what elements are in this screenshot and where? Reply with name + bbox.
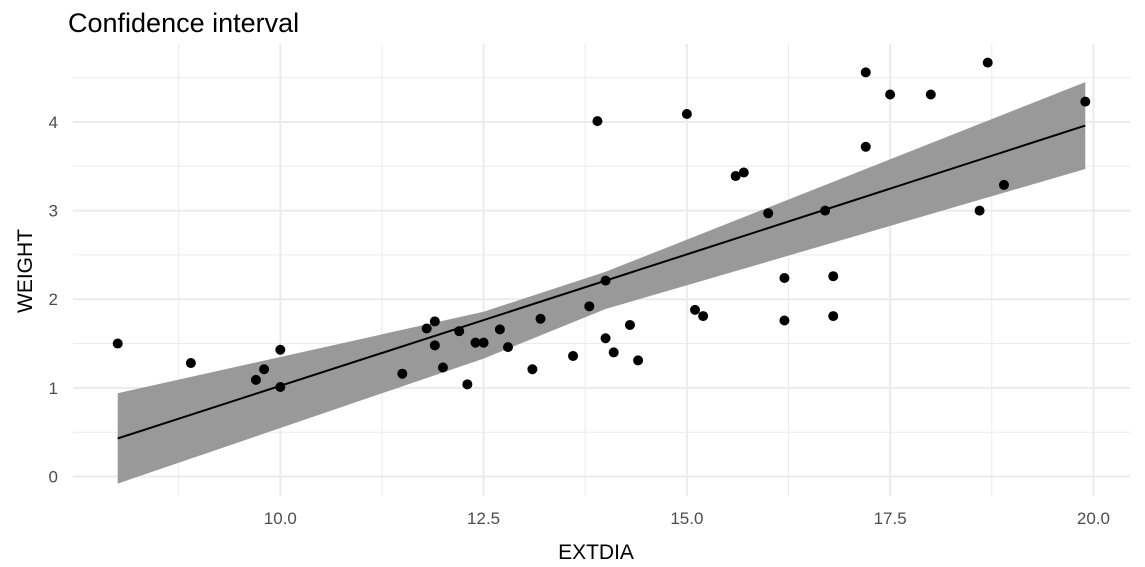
- data-point: [779, 272, 790, 283]
- data-point: [470, 337, 481, 348]
- data-point: [998, 179, 1009, 190]
- y-tick-label: 0: [49, 468, 58, 487]
- data-point: [527, 364, 538, 375]
- data-point: [454, 326, 465, 337]
- data-point: [828, 271, 839, 282]
- data-point: [860, 141, 871, 152]
- x-axis-label: EXTDIA: [558, 541, 634, 564]
- data-point: [275, 344, 286, 355]
- data-point: [860, 67, 871, 78]
- x-tick-label: 17.5: [874, 509, 907, 528]
- data-point: [730, 171, 741, 182]
- data-point: [502, 342, 513, 353]
- data-point: [592, 116, 603, 127]
- x-tick-label: 10.0: [264, 509, 297, 528]
- data-point: [681, 109, 692, 120]
- data-point: [690, 304, 701, 315]
- data-point: [600, 275, 611, 286]
- y-tick-label: 1: [49, 379, 58, 398]
- x-tick-label: 20.0: [1077, 509, 1110, 528]
- data-point: [779, 315, 790, 326]
- y-tick-label: 4: [49, 113, 58, 132]
- data-point: [397, 368, 408, 379]
- data-point: [421, 323, 432, 334]
- data-point: [437, 362, 448, 373]
- data-point: [535, 313, 546, 324]
- x-tick-labels: 10.0 12.5 15.0 17.5 20.0: [264, 509, 1110, 528]
- data-point: [974, 205, 985, 216]
- data-point: [608, 347, 619, 358]
- data-point: [982, 57, 993, 68]
- data-point: [275, 381, 286, 392]
- x-tick-label: 15.0: [670, 509, 703, 528]
- x-tick-label: 12.5: [467, 509, 500, 528]
- data-point: [698, 311, 709, 322]
- data-point: [259, 364, 270, 375]
- data-point: [820, 205, 831, 216]
- y-axis-label: WEIGHT: [14, 229, 37, 313]
- y-tick-labels: 0 1 2 3 4: [49, 113, 58, 487]
- data-point: [624, 319, 635, 330]
- data-point: [478, 337, 489, 348]
- chart-title: Confidence interval: [68, 8, 299, 38]
- data-point: [1080, 96, 1091, 107]
- data-point: [429, 316, 440, 327]
- data-points: [112, 57, 1091, 392]
- data-point: [112, 338, 123, 349]
- data-point: [763, 208, 774, 219]
- data-point: [250, 374, 261, 385]
- y-tick-label: 3: [49, 202, 58, 221]
- data-point: [584, 301, 595, 312]
- data-point: [568, 350, 579, 361]
- data-point: [600, 333, 611, 344]
- data-point: [828, 311, 839, 322]
- y-tick-label: 2: [49, 290, 58, 309]
- data-point: [429, 340, 440, 351]
- data-point: [462, 379, 473, 390]
- data-point: [494, 324, 505, 335]
- data-point: [885, 89, 896, 100]
- data-point: [185, 358, 196, 369]
- data-point: [633, 355, 644, 366]
- data-point: [738, 167, 749, 178]
- data-point: [925, 89, 936, 100]
